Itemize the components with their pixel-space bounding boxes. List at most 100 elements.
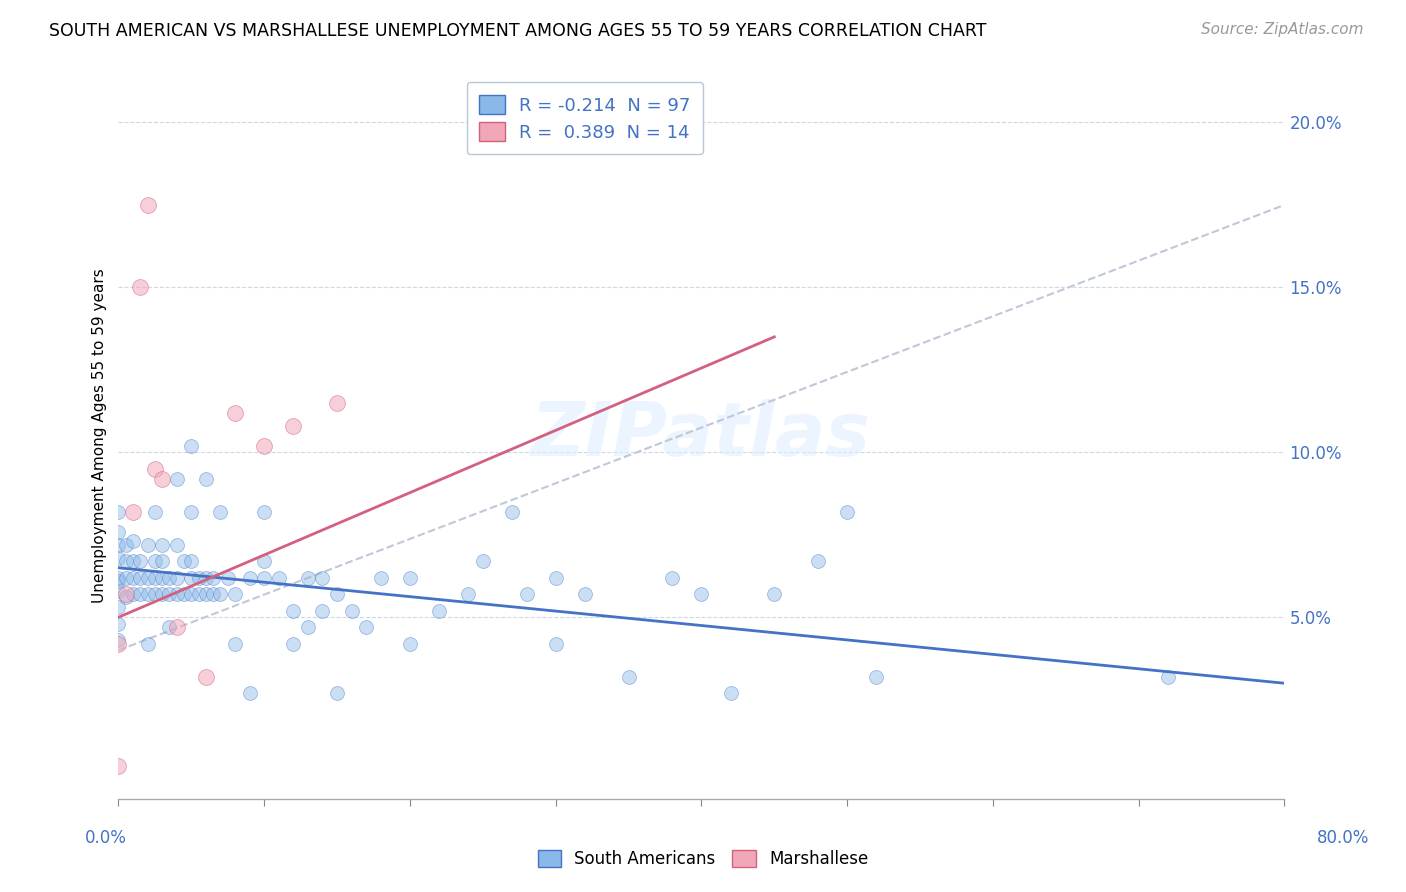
Point	[166, 620, 188, 634]
Text: ZIPatlas: ZIPatlas	[531, 400, 872, 473]
Point	[180, 554, 202, 568]
Point	[107, 616, 129, 631]
Point	[159, 571, 181, 585]
Text: 0.0%: 0.0%	[84, 829, 127, 847]
Point	[136, 571, 159, 585]
Point	[136, 637, 159, 651]
Point	[763, 587, 786, 601]
Point	[194, 587, 217, 601]
Point	[457, 587, 479, 601]
Point	[107, 538, 129, 552]
Point	[166, 571, 188, 585]
Point	[129, 571, 152, 585]
Point	[180, 571, 202, 585]
Point	[114, 571, 136, 585]
Point	[297, 620, 319, 634]
Point	[114, 554, 136, 568]
Point	[253, 571, 276, 585]
Point	[143, 505, 166, 519]
Point	[129, 587, 152, 601]
Text: 80.0%: 80.0%	[1316, 829, 1369, 847]
Point	[150, 554, 173, 568]
Point	[173, 587, 195, 601]
Point	[253, 505, 276, 519]
Point	[136, 587, 159, 601]
Point	[107, 633, 129, 648]
Y-axis label: Unemployment Among Ages 55 to 59 years: Unemployment Among Ages 55 to 59 years	[93, 268, 107, 603]
Point	[122, 554, 145, 568]
Point	[283, 604, 305, 618]
Point	[311, 571, 333, 585]
Point	[143, 587, 166, 601]
Point	[209, 505, 232, 519]
Point	[239, 686, 262, 700]
Point	[143, 571, 166, 585]
Point	[340, 604, 363, 618]
Point	[129, 554, 152, 568]
Text: SOUTH AMERICAN VS MARSHALLESE UNEMPLOYMENT AMONG AGES 55 TO 59 YEARS CORRELATION: SOUTH AMERICAN VS MARSHALLESE UNEMPLOYME…	[49, 22, 987, 40]
Point	[209, 587, 232, 601]
Point	[807, 554, 830, 568]
Point	[354, 620, 377, 634]
Point	[574, 587, 596, 601]
Point	[194, 571, 217, 585]
Point	[107, 505, 129, 519]
Point	[114, 591, 136, 605]
Point	[202, 571, 225, 585]
Point	[865, 670, 887, 684]
Point	[159, 620, 181, 634]
Point	[515, 587, 537, 601]
Point	[150, 472, 173, 486]
Point	[150, 538, 173, 552]
Point	[107, 550, 129, 565]
Point	[617, 670, 640, 684]
Point	[180, 439, 202, 453]
Point	[136, 538, 159, 552]
Point	[544, 637, 567, 651]
Point	[187, 571, 209, 585]
Point	[136, 198, 159, 212]
Point	[150, 587, 173, 601]
Point	[690, 587, 713, 601]
Point	[311, 604, 333, 618]
Point	[107, 571, 129, 585]
Legend: South Americans, Marshallese: South Americans, Marshallese	[531, 843, 875, 875]
Point	[544, 571, 567, 585]
Point	[720, 686, 742, 700]
Point	[501, 505, 523, 519]
Point	[399, 637, 422, 651]
Point	[202, 587, 225, 601]
Point	[194, 472, 217, 486]
Point	[326, 396, 349, 410]
Point	[107, 758, 129, 772]
Point	[253, 554, 276, 568]
Point	[224, 637, 246, 651]
Point	[122, 534, 145, 549]
Point	[166, 472, 188, 486]
Point	[194, 670, 217, 684]
Legend: R = -0.214  N = 97, R =  0.389  N = 14: R = -0.214 N = 97, R = 0.389 N = 14	[467, 82, 703, 154]
Point	[159, 587, 181, 601]
Point	[661, 571, 683, 585]
Point	[180, 505, 202, 519]
Point	[297, 571, 319, 585]
Point	[399, 571, 422, 585]
Point	[122, 571, 145, 585]
Point	[166, 538, 188, 552]
Point	[837, 505, 859, 519]
Text: Source: ZipAtlas.com: Source: ZipAtlas.com	[1201, 22, 1364, 37]
Point	[107, 600, 129, 615]
Point	[150, 571, 173, 585]
Point	[107, 583, 129, 598]
Point	[122, 587, 145, 601]
Point	[283, 419, 305, 434]
Point	[114, 538, 136, 552]
Point	[114, 587, 136, 601]
Point	[267, 571, 290, 585]
Point	[1157, 670, 1180, 684]
Point	[166, 587, 188, 601]
Point	[253, 439, 276, 453]
Point	[107, 637, 129, 651]
Point	[143, 462, 166, 476]
Point	[224, 587, 246, 601]
